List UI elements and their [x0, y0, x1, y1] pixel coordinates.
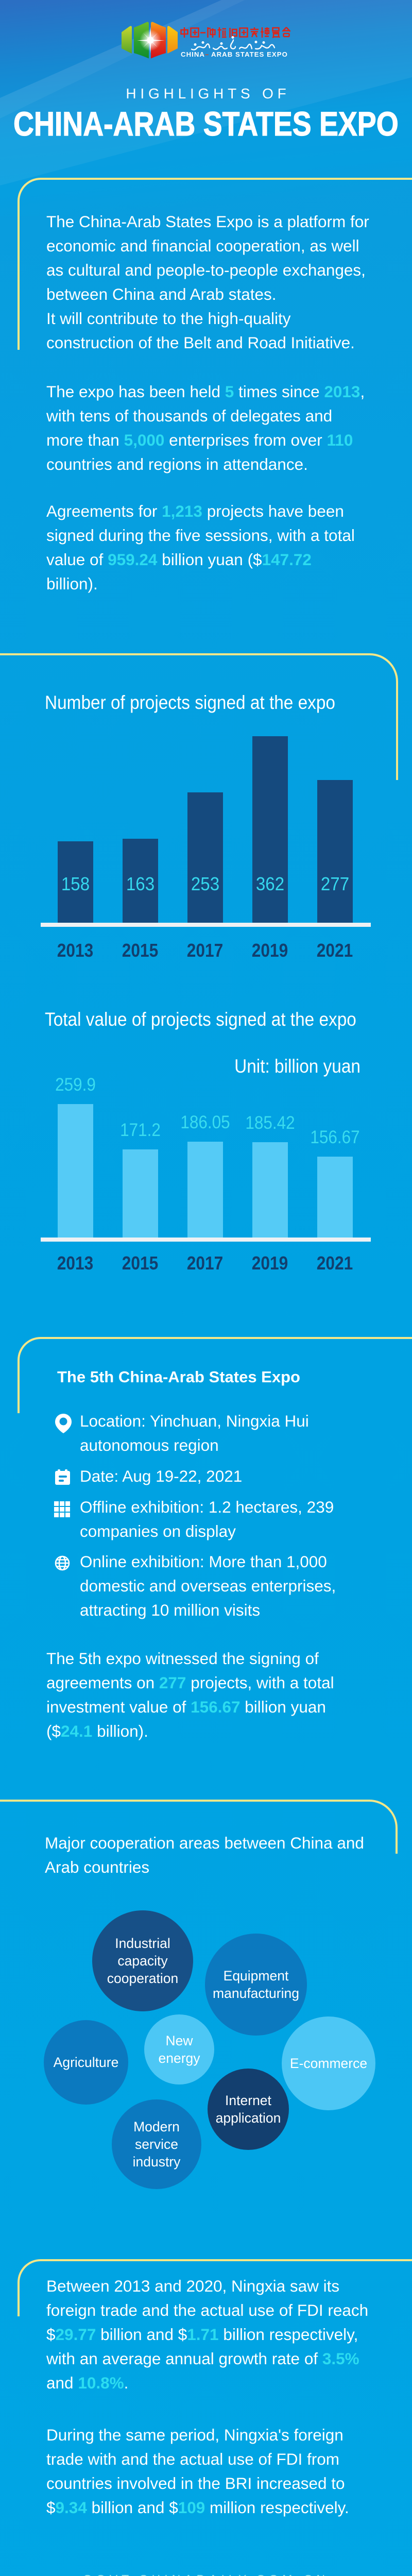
- svg-text:ARAB STATES EXPO: ARAB STATES EXPO: [211, 50, 288, 58]
- svg-text:CHINA: CHINA: [181, 50, 205, 58]
- svg-text:–: –: [205, 50, 209, 58]
